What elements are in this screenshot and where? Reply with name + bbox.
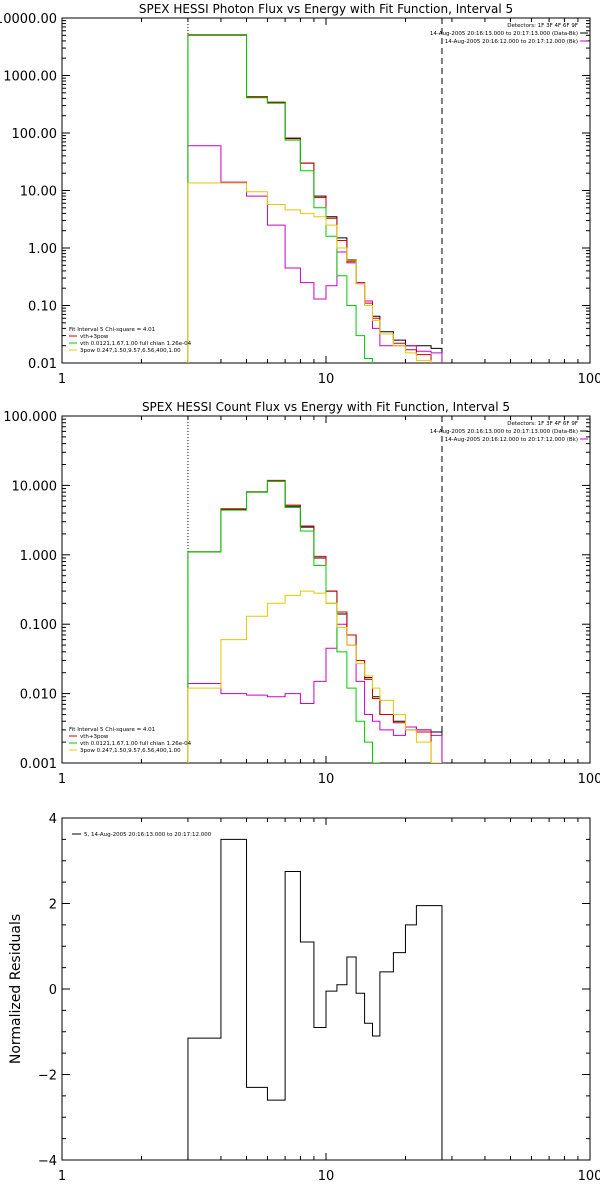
series-2-line — [187, 145, 443, 363]
x-tick-label: 1 — [58, 1169, 66, 1184]
y-tick-label: 0 — [49, 983, 57, 998]
chart-title: SPEX HESSI Photon Flux vs Energy with Fi… — [139, 2, 513, 16]
series-4-line — [187, 34, 381, 363]
y-axis-label: Normalized Residuals — [8, 914, 24, 1064]
x-tick-label: 1 — [58, 772, 66, 787]
legend-data-bk: 14-Aug-2005 20:16:13.000 to 20:17:13.000… — [430, 429, 578, 435]
y-tick-label: 0.100 — [20, 618, 57, 633]
y-tick-label: 0.10 — [28, 300, 57, 315]
y-tick-label: 1.000 — [20, 549, 57, 564]
x-tick-label: 100 — [578, 372, 600, 387]
legend-fit-interval: Fit Interval 5 Chi-square = 4.01 — [69, 727, 155, 733]
legend-fit-interval: Fit Interval 5 Chi-square = 4.01 — [69, 327, 155, 333]
legend-fit-component-2: vth 0.0121,1.67,1.00 full chian 1.26e-04 — [80, 741, 192, 747]
legend-detectors: Detectors: 1F 3F 4F 6F 9F — [507, 23, 578, 29]
legend-fit-component-3: 3pow 0.247,1.50,9.57,6.56,400,1.00 — [80, 748, 181, 754]
series-3-line — [187, 34, 432, 363]
series-1-line — [187, 838, 443, 1160]
x-tick-label: 10 — [318, 372, 335, 387]
x-tick-label: 100 — [578, 772, 600, 787]
legend-bk: 14-Aug-2005 20:16:12.000 to 20:17:12.000… — [445, 437, 578, 443]
legend-residual: 5, 14-Aug-2005 20:16:13.000 to 20:17:12.… — [84, 832, 212, 838]
plot-frame — [61, 17, 591, 364]
y-tick-label: 2 — [49, 898, 57, 913]
y-tick-label: 0.01 — [28, 357, 57, 372]
legend-fit-component-1: vth+3pow — [80, 734, 109, 740]
legend-data-bk: 14-Aug-2005 20:16:13.000 to 20:17:13.000… — [430, 31, 578, 37]
x-tick-label: 10 — [318, 772, 335, 787]
series-5-line — [187, 182, 443, 363]
legend-detectors: Detectors: 1F 3F 4F 6F 9F — [507, 421, 578, 427]
y-tick-label: 0.010 — [20, 688, 57, 703]
chart-panel-2: SPEX HESSI Count Flux vs Energy with Fit… — [3, 400, 600, 787]
y-tick-label: −4 — [38, 1154, 57, 1169]
y-tick-label: 100.00 — [12, 127, 58, 142]
y-tick-label: 10.00 — [20, 185, 57, 200]
y-tick-label: 1.00 — [28, 242, 57, 257]
legend-fit-component-2: vth 0.0121,1.67,1.00 full chian 1.26e-04 — [80, 341, 192, 347]
plot-frame — [61, 817, 591, 1161]
series-3-line — [187, 479, 432, 763]
y-tick-label: 100.000 — [3, 410, 57, 425]
legend-fit-component-3: 3pow 0.247,1.50,9.57,6.56,400,1.00 — [80, 348, 181, 354]
y-tick-label: 0.001 — [20, 757, 57, 772]
x-tick-label: 10 — [318, 1169, 335, 1184]
legend-bk: 14-Aug-2005 20:16:12.000 to 20:17:12.000… — [445, 39, 578, 45]
y-tick-label: −2 — [38, 1069, 57, 1084]
y-tick-label: 1000.00 — [3, 70, 57, 85]
series-2-line — [187, 623, 443, 763]
y-tick-label: 10.000 — [12, 479, 58, 494]
x-tick-label: 100 — [578, 1169, 600, 1184]
x-tick-label: 1 — [58, 372, 66, 387]
chart-panel-1: SPEX HESSI Photon Flux vs Energy with Fi… — [0, 2, 600, 387]
series-1-line — [187, 34, 443, 363]
legend-fit-component-1: vth+3pow — [80, 334, 109, 340]
y-tick-label: 10000.00 — [0, 12, 57, 27]
series-5-line — [187, 590, 442, 763]
chart-panel-3: 1 10 100 −4 −2 0 2 4 Normalized Residuals 5, 14-A… — [8, 812, 600, 1184]
chart-title: SPEX HESSI Count Flux vs Energy with Fit… — [142, 400, 510, 414]
y-tick-label: 4 — [49, 812, 57, 827]
series-4-line — [187, 480, 380, 763]
series-1-line — [187, 480, 443, 763]
